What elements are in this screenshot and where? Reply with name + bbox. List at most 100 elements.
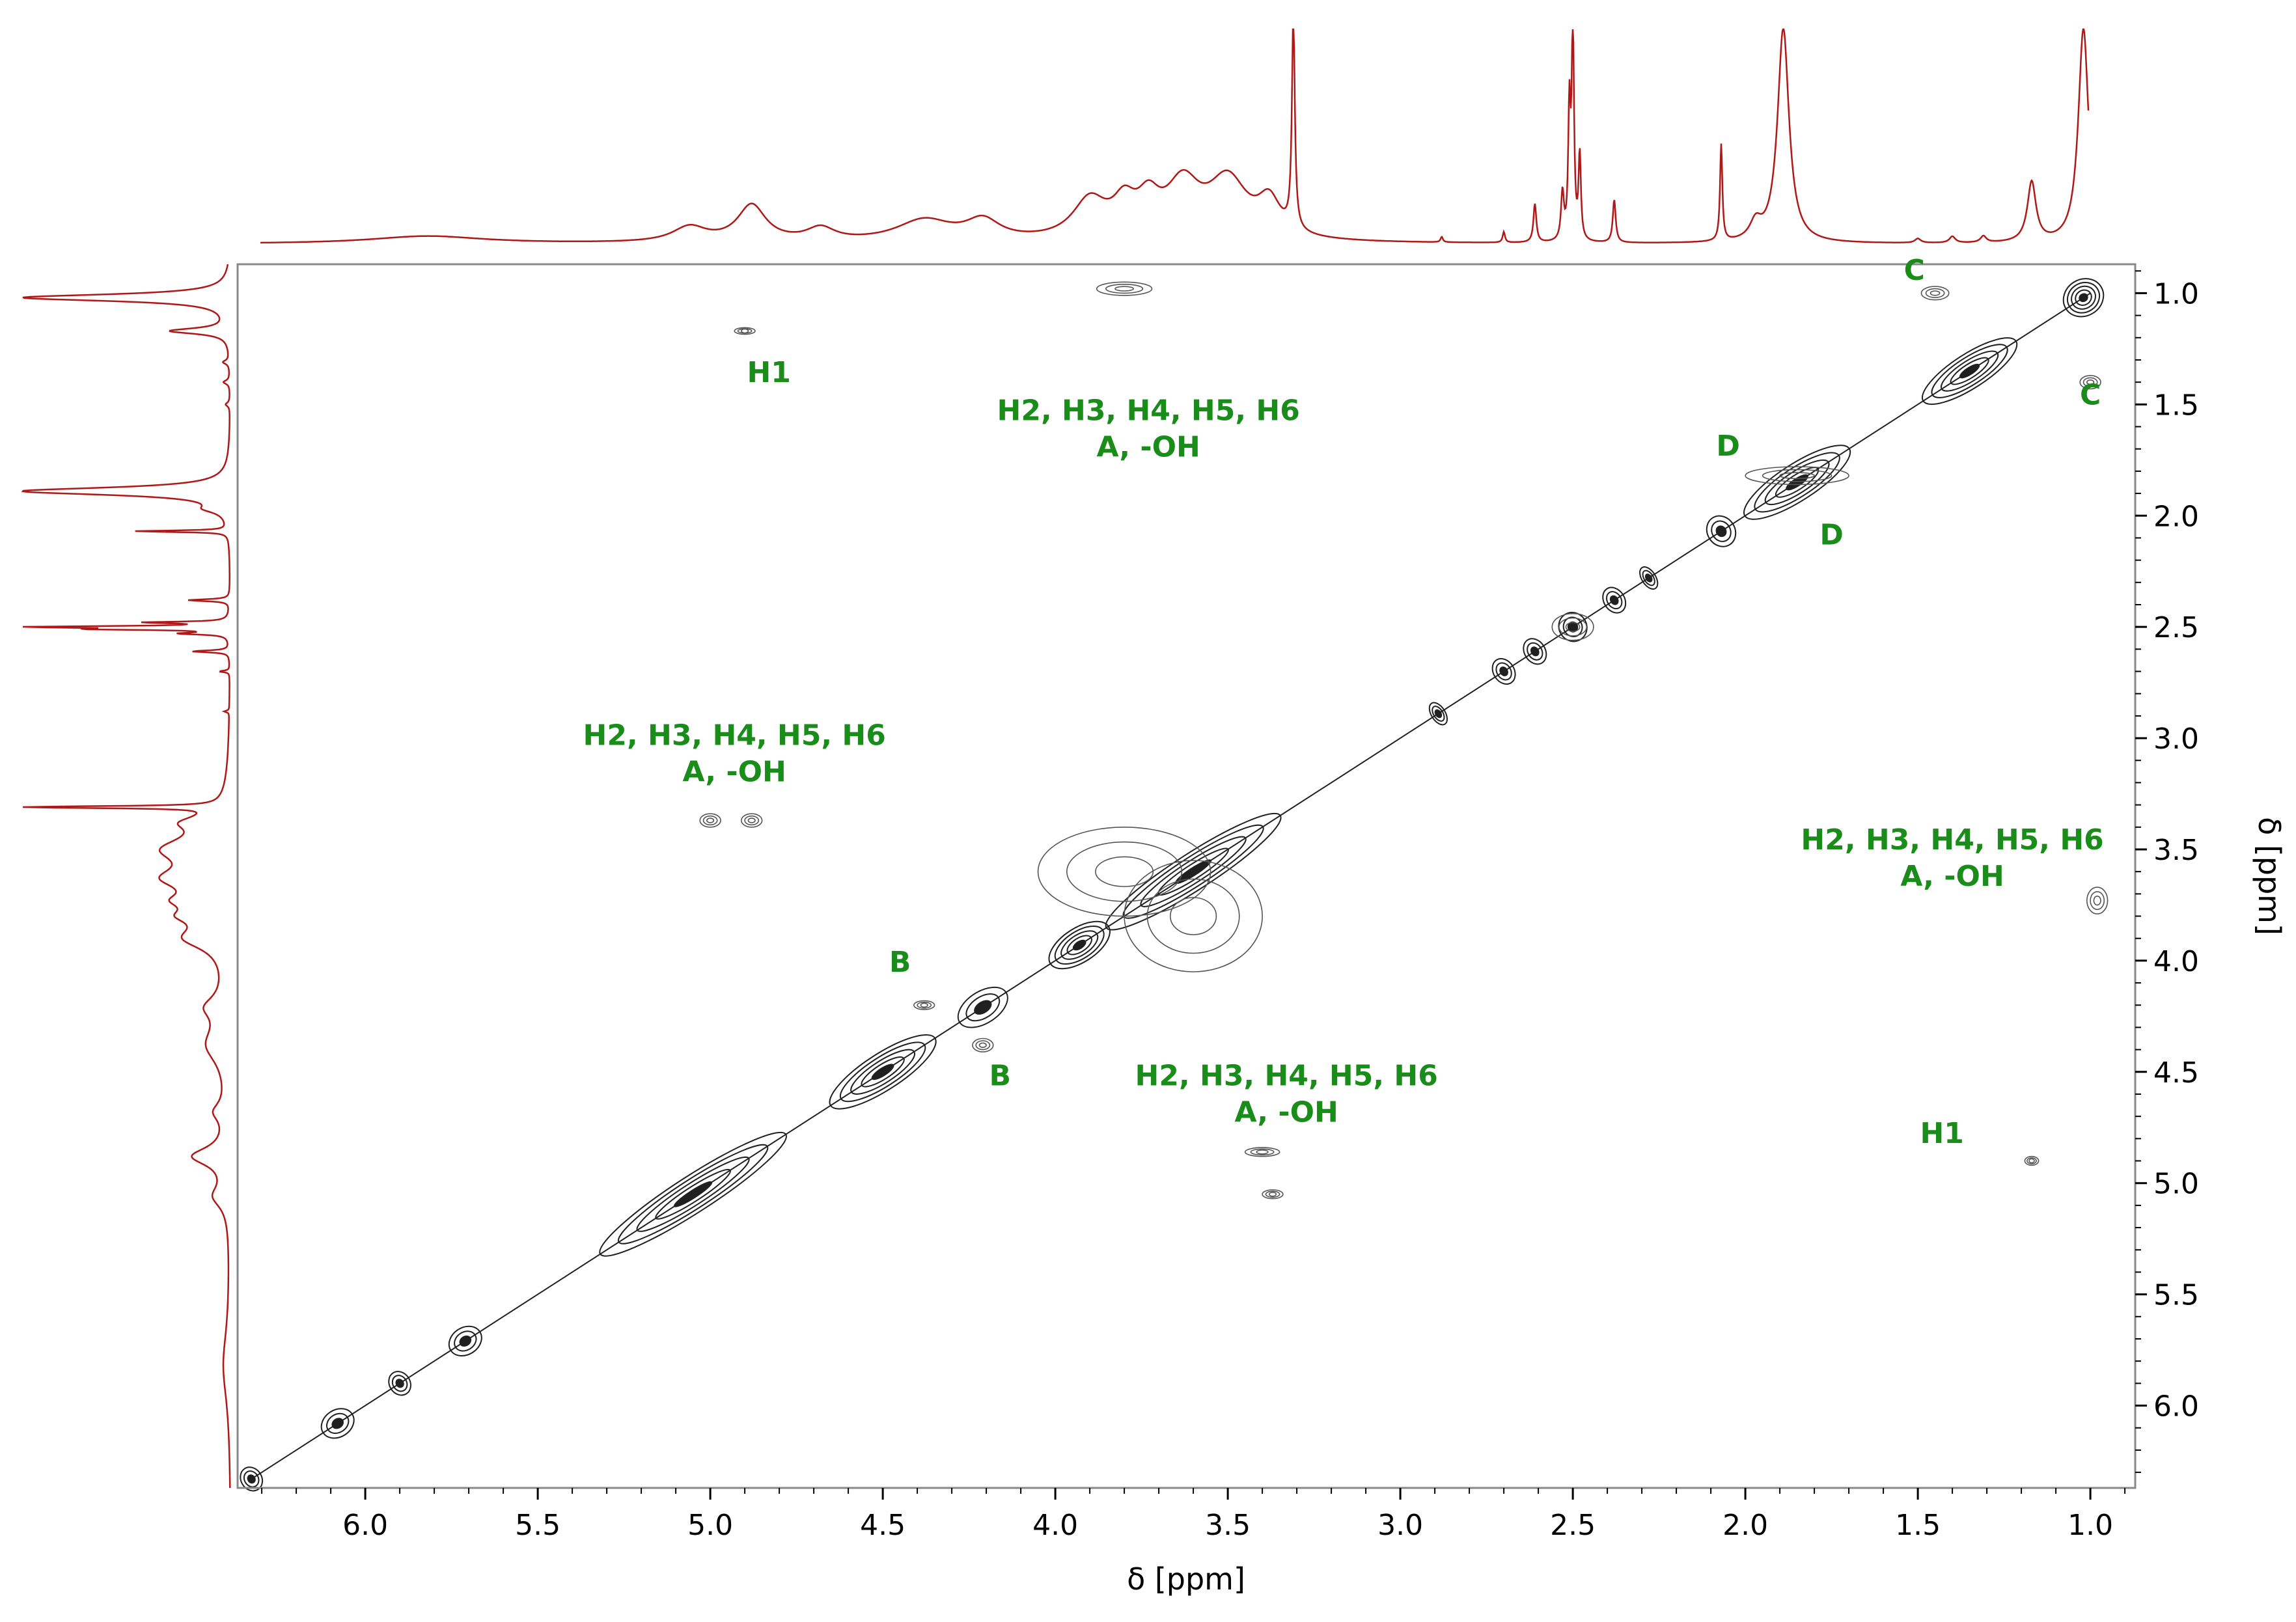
x-tick-label: 5.0 [687, 1509, 733, 1542]
diagonal-contour [1644, 573, 1653, 583]
diagonal-peak [1491, 658, 1516, 685]
diagonal-contour [243, 1470, 260, 1488]
y-tick-label: 2.5 [2153, 611, 2199, 644]
cross-peak-contour [2086, 887, 2109, 914]
cross-peak-contour [1565, 622, 1581, 632]
cross-peak-contour [1066, 841, 1183, 902]
annotation-line: B [889, 946, 911, 979]
cross-peak-contour [2026, 1157, 2037, 1164]
peak-annotation: H1 [747, 356, 790, 389]
diagonal-contour [1606, 591, 1623, 610]
diagonal-contour [1711, 520, 1732, 542]
diagonal-peak [599, 1131, 787, 1257]
diagonal-contour [395, 1379, 404, 1388]
x-tick-label: 4.5 [860, 1509, 906, 1542]
diagonal-contour [1530, 646, 1540, 657]
cross-peak-contour [1244, 1147, 1280, 1157]
x-tick-label: 3.5 [1205, 1509, 1251, 1542]
diagonal-contour [655, 1168, 731, 1220]
diagonal-contour [636, 1156, 750, 1232]
diagonal-contour [1434, 709, 1443, 719]
diagonal-contour [331, 1418, 344, 1429]
diagonal-contour [1140, 836, 1247, 907]
cross-peak-contour [740, 328, 749, 334]
diagonal-contour [1931, 344, 2008, 398]
diagonal-contour [957, 986, 1008, 1028]
diagonal-contour [2079, 293, 2088, 303]
cross-peak-contour [1925, 288, 1945, 299]
cross-peak-contour [972, 1038, 994, 1052]
diagonal-contour [1491, 658, 1516, 685]
diagonal-peak [1105, 812, 1282, 931]
x-tick-label: 5.5 [515, 1509, 560, 1542]
diagonal-contour [839, 1041, 926, 1103]
diagonal-contour [1060, 930, 1099, 960]
contour-layer [240, 278, 2109, 1492]
diagonal-peak [1921, 337, 2018, 406]
diagonal-contour [1054, 926, 1105, 965]
cross-peak-contour [740, 813, 763, 828]
diagonal-contour [1432, 706, 1445, 722]
x-tick-label: 2.5 [1550, 1509, 1596, 1542]
annotation-line: A, -OH [1900, 860, 2004, 893]
cross-peak-contour [1256, 1149, 1269, 1155]
diagonal-contour [1959, 363, 1980, 379]
annotation-line: H2, H3, H4, H5, H6 [997, 394, 1300, 427]
peak-annotation: C [1904, 254, 1925, 287]
diagonal-contour [1940, 350, 1999, 392]
cross-peak-contour [1551, 612, 1594, 641]
diagonal-contour [599, 1131, 787, 1257]
annotation-line: H2, H3, H4, H5, H6 [1801, 823, 2103, 857]
y-tick-label: 1.0 [2153, 277, 2199, 310]
annotation-line: C [1904, 254, 1925, 287]
diagonal-contour [1157, 847, 1229, 896]
cross-peak-contour [2024, 1155, 2040, 1166]
cross-peak-contour [978, 1042, 987, 1049]
x-tick-label: 4.0 [1032, 1509, 1078, 1542]
diagonal-contour [391, 1375, 408, 1392]
cross-peak-contour [917, 1001, 932, 1009]
cross-peak-contour [1095, 856, 1154, 887]
cross-peak-contour [1265, 1190, 1280, 1198]
cross-peak-contour [1762, 469, 1833, 482]
left-projection-trace [21, 264, 231, 1488]
diagonal-contour [1499, 667, 1508, 676]
diagonal-contour [1527, 642, 1543, 661]
cross-peak-contour [1929, 290, 1941, 296]
diagonal-contour [871, 1064, 894, 1080]
peak-annotation: B [889, 946, 911, 979]
peak-annotation: D [1819, 519, 1844, 552]
diagonal-contour [2071, 285, 2096, 310]
annotation-line: B [989, 1059, 1012, 1092]
cross-peak-contour [1114, 286, 1135, 292]
diagonal-contour [454, 1330, 477, 1352]
diagonal-peak [320, 1408, 355, 1439]
x-tick-label: 1.5 [1895, 1509, 1941, 1542]
diagonal-contour [240, 1466, 264, 1492]
diagonal-peak [1706, 515, 1737, 547]
diagonal-contour [320, 1408, 355, 1439]
peak-annotation: H2, H3, H4, H5, H6 A, -OH [1801, 823, 2103, 893]
diagonal-peak [1743, 445, 1851, 520]
diagonal-contour [861, 1056, 905, 1088]
diagonal-contour [1642, 570, 1655, 586]
cross-peak-contour [706, 818, 715, 823]
diagonal-peak [1428, 702, 1448, 726]
peak-annotation: B [989, 1059, 1012, 1092]
diagonal-peak [448, 1325, 482, 1357]
cross-peak-contour [913, 1000, 935, 1010]
annotation-line: D [1716, 430, 1740, 463]
y-tick-label: 5.5 [2153, 1279, 2199, 1312]
cross-peak-contour [975, 1040, 991, 1051]
diagonal-contour [1609, 595, 1619, 605]
cross-peak-contour [1262, 1189, 1284, 1200]
diagonal-peak [2062, 278, 2105, 318]
y-axis-title: δ [ppm] [2252, 817, 2287, 935]
cross-peak-contour [1250, 1148, 1275, 1156]
annotation-line: A, -OH [1234, 1095, 1338, 1129]
diagonal-peak [829, 1034, 937, 1110]
cross-peak-contour [1124, 860, 1263, 972]
cross-peak-contour [1105, 284, 1144, 294]
cross-peak-contour [1745, 466, 1849, 486]
